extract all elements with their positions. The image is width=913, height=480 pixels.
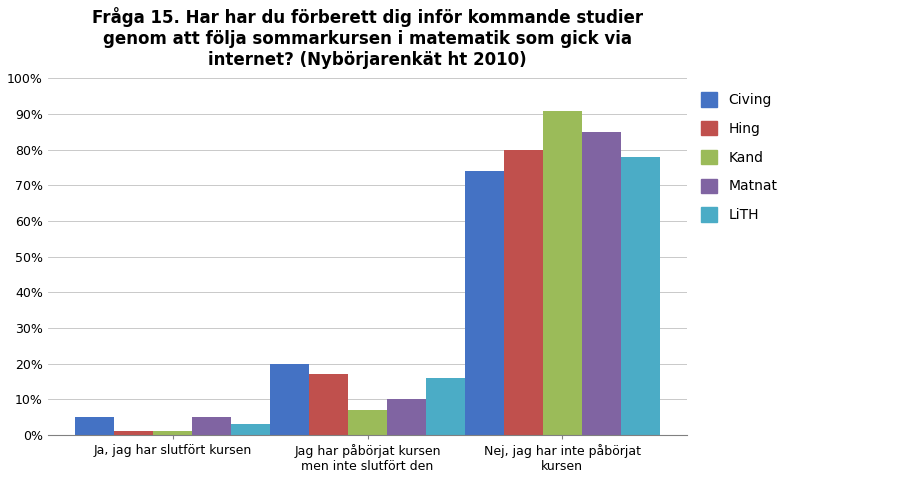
Bar — [504, 150, 543, 435]
Bar — [387, 399, 426, 435]
Bar — [465, 171, 504, 435]
Bar — [310, 374, 348, 435]
Bar — [621, 157, 659, 435]
Bar — [543, 110, 582, 435]
Bar — [348, 410, 387, 435]
Bar — [193, 417, 231, 435]
Bar — [153, 432, 193, 435]
Legend: Civing, Hing, Kand, Matnat, LiTH: Civing, Hing, Kand, Matnat, LiTH — [701, 93, 778, 222]
Title: Fråga 15. Har har du förberett dig inför kommande studier
genom att följa sommar: Fråga 15. Har har du förberett dig inför… — [92, 7, 643, 69]
Bar — [426, 378, 465, 435]
Bar — [114, 432, 153, 435]
Bar — [76, 417, 114, 435]
Bar — [582, 132, 621, 435]
Bar — [270, 364, 310, 435]
Bar — [231, 424, 270, 435]
